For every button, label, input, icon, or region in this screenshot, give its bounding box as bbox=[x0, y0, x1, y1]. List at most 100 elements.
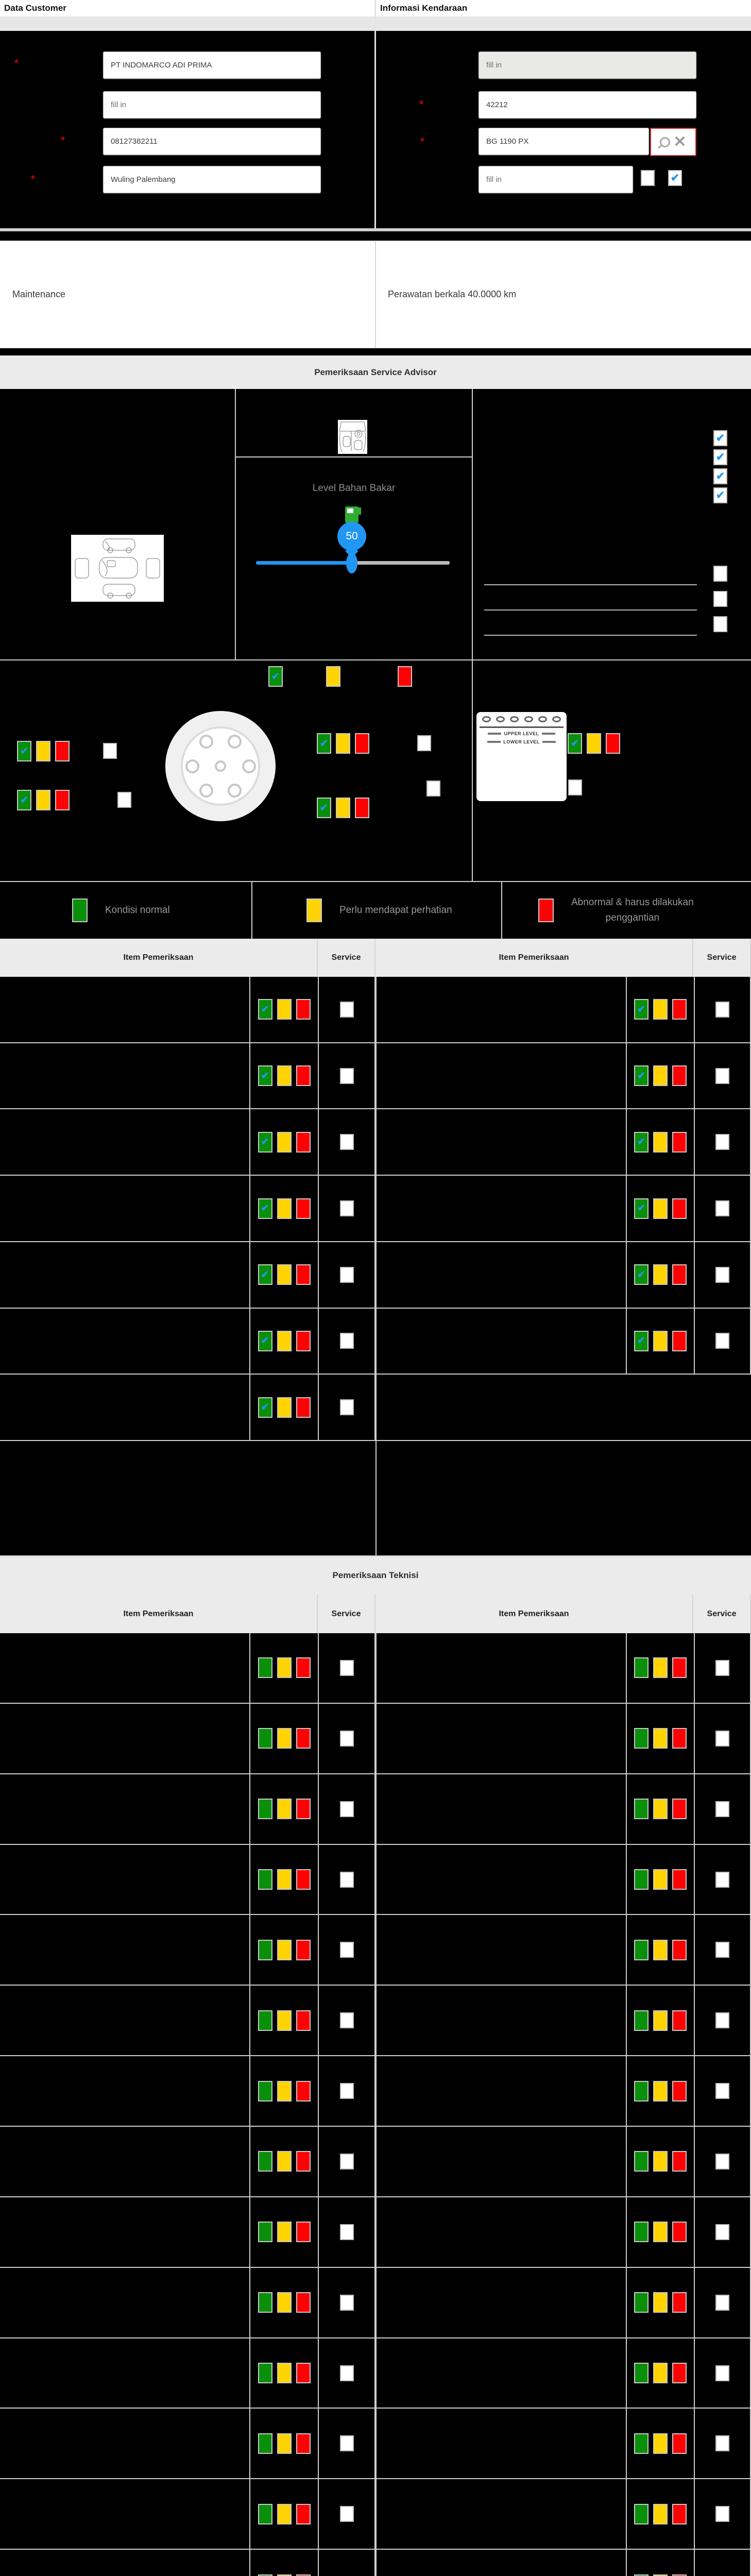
service-checkbox[interactable] bbox=[339, 2506, 354, 2522]
condition-green-button[interactable]: ✔ bbox=[258, 1131, 272, 1153]
vehicle-extra-field[interactable] bbox=[479, 166, 633, 193]
condition-red-button[interactable] bbox=[296, 2574, 311, 2576]
condition-green-button[interactable] bbox=[258, 2503, 272, 2524]
vehicle-option-checkbox-checked[interactable]: ✔ bbox=[668, 170, 682, 186]
condition-green-button[interactable]: ✔ bbox=[258, 1198, 272, 1219]
condition-red-button[interactable] bbox=[296, 1397, 311, 1418]
service-checkbox[interactable] bbox=[339, 1001, 354, 1018]
service-checkbox[interactable] bbox=[715, 1266, 730, 1283]
vehicle-plate-field[interactable] bbox=[479, 128, 649, 155]
advisor-checkbox-checked[interactable]: ✔ bbox=[713, 468, 727, 484]
condition-yellow-button[interactable] bbox=[653, 1264, 668, 1285]
condition-green-button[interactable]: ✔ bbox=[317, 798, 331, 818]
condition-green-button[interactable]: ✔ bbox=[568, 733, 582, 754]
condition-green-button[interactable]: ✔ bbox=[258, 1065, 272, 1087]
condition-yellow-button[interactable] bbox=[653, 2574, 668, 2576]
condition-green-button[interactable] bbox=[634, 2222, 648, 2243]
condition-green-button[interactable]: ✔ bbox=[258, 1330, 272, 1351]
condition-yellow-button[interactable] bbox=[277, 2292, 292, 2313]
condition-yellow-button[interactable] bbox=[653, 1728, 668, 1749]
service-checkbox[interactable] bbox=[339, 2012, 354, 2029]
condition-green-button[interactable]: ✔ bbox=[258, 999, 272, 1020]
condition-red-button[interactable] bbox=[672, 2574, 687, 2576]
condition-yellow-button[interactable] bbox=[36, 741, 50, 761]
condition-yellow-button[interactable] bbox=[277, 2503, 292, 2524]
service-checkbox[interactable] bbox=[339, 1399, 354, 1416]
service-checkbox[interactable] bbox=[339, 2153, 354, 2170]
service-checkbox[interactable] bbox=[339, 2294, 354, 2311]
condition-yellow-button[interactable] bbox=[277, 1397, 292, 1418]
service-checkbox[interactable] bbox=[715, 1001, 730, 1018]
service-checkbox[interactable] bbox=[339, 1942, 354, 1958]
condition-red-button[interactable] bbox=[55, 790, 70, 810]
condition-red-button[interactable] bbox=[296, 1728, 311, 1749]
condition-yellow-button[interactable] bbox=[653, 2292, 668, 2313]
condition-yellow-button[interactable] bbox=[277, 2574, 292, 2576]
condition-red-button[interactable] bbox=[606, 733, 620, 754]
condition-red-button[interactable] bbox=[672, 1939, 687, 1960]
condition-green-button[interactable]: ✔ bbox=[634, 1264, 648, 1285]
service-checkbox[interactable] bbox=[339, 1333, 354, 1349]
service-checkbox[interactable] bbox=[339, 1266, 354, 1283]
advisor-checkbox-checked[interactable]: ✔ bbox=[713, 487, 727, 503]
condition-yellow-button[interactable] bbox=[653, 1939, 668, 1960]
condition-yellow-button[interactable] bbox=[653, 2010, 668, 2031]
condition-red-button[interactable] bbox=[672, 2363, 687, 2384]
advisor-checkbox[interactable] bbox=[713, 566, 727, 582]
condition-red-button[interactable] bbox=[398, 666, 412, 687]
condition-yellow-button[interactable] bbox=[277, 1728, 292, 1749]
condition-green-button[interactable] bbox=[634, 1869, 648, 1890]
condition-green-button[interactable] bbox=[258, 1799, 272, 1820]
condition-red-button[interactable] bbox=[672, 1869, 687, 1890]
service-checkbox[interactable] bbox=[715, 2153, 730, 2170]
condition-yellow-button[interactable] bbox=[653, 2503, 668, 2524]
condition-yellow-button[interactable] bbox=[277, 1869, 292, 1890]
condition-red-button[interactable] bbox=[296, 2080, 311, 2102]
service-checkbox[interactable] bbox=[715, 1871, 730, 1888]
service-checkbox[interactable] bbox=[715, 2506, 730, 2522]
condition-yellow-button[interactable] bbox=[326, 666, 340, 687]
condition-green-button[interactable] bbox=[258, 2574, 272, 2576]
condition-green-button[interactable]: ✔ bbox=[634, 1065, 648, 1087]
service-checkbox[interactable] bbox=[715, 2083, 730, 2099]
condition-green-button[interactable]: ✔ bbox=[634, 1198, 648, 1219]
condition-red-button[interactable] bbox=[296, 1330, 311, 1351]
condition-red-button[interactable] bbox=[296, 1657, 311, 1679]
condition-red-button[interactable] bbox=[672, 1799, 687, 1820]
condition-yellow-button[interactable] bbox=[277, 1330, 292, 1351]
condition-red-button[interactable] bbox=[672, 1131, 687, 1153]
service-checkbox[interactable] bbox=[715, 2224, 730, 2240]
condition-red-button[interactable] bbox=[672, 1198, 687, 1219]
condition-green-button[interactable]: ✔ bbox=[634, 1131, 648, 1153]
condition-yellow-button[interactable] bbox=[277, 1065, 292, 1087]
condition-red-button[interactable] bbox=[296, 1799, 311, 1820]
condition-red-button[interactable] bbox=[296, 1131, 311, 1153]
vehicle-option-checkbox[interactable] bbox=[641, 170, 655, 186]
condition-green-button[interactable]: ✔ bbox=[634, 1330, 648, 1351]
condition-red-button[interactable] bbox=[672, 2080, 687, 2102]
condition-red-button[interactable] bbox=[296, 2363, 311, 2384]
condition-red-button[interactable] bbox=[296, 2292, 311, 2313]
condition-yellow-button[interactable] bbox=[336, 733, 350, 754]
condition-green-button[interactable]: ✔ bbox=[17, 790, 31, 810]
condition-red-button[interactable] bbox=[296, 2151, 311, 2172]
service-checkbox[interactable] bbox=[339, 1200, 354, 1217]
condition-yellow-button[interactable] bbox=[653, 1065, 668, 1087]
service-checkbox[interactable] bbox=[339, 1659, 354, 1676]
service-checkbox[interactable] bbox=[715, 1659, 730, 1676]
condition-red-button[interactable] bbox=[672, 1657, 687, 1679]
fuel-slider-track-filled[interactable] bbox=[256, 561, 352, 565]
service-checkbox[interactable] bbox=[117, 792, 131, 808]
condition-yellow-button[interactable] bbox=[653, 2080, 668, 2102]
condition-yellow-button[interactable] bbox=[653, 1869, 668, 1890]
condition-yellow-button[interactable] bbox=[653, 1330, 668, 1351]
condition-green-button[interactable] bbox=[258, 2363, 272, 2384]
condition-green-button[interactable] bbox=[258, 2222, 272, 2243]
service-checkbox[interactable] bbox=[339, 1730, 354, 1747]
service-checkbox[interactable] bbox=[339, 2224, 354, 2240]
condition-yellow-button[interactable] bbox=[277, 2080, 292, 2102]
condition-yellow-button[interactable] bbox=[277, 2151, 292, 2172]
condition-red-button[interactable] bbox=[672, 1728, 687, 1749]
service-checkbox[interactable] bbox=[339, 1801, 354, 1817]
service-checkbox[interactable] bbox=[715, 2294, 730, 2311]
